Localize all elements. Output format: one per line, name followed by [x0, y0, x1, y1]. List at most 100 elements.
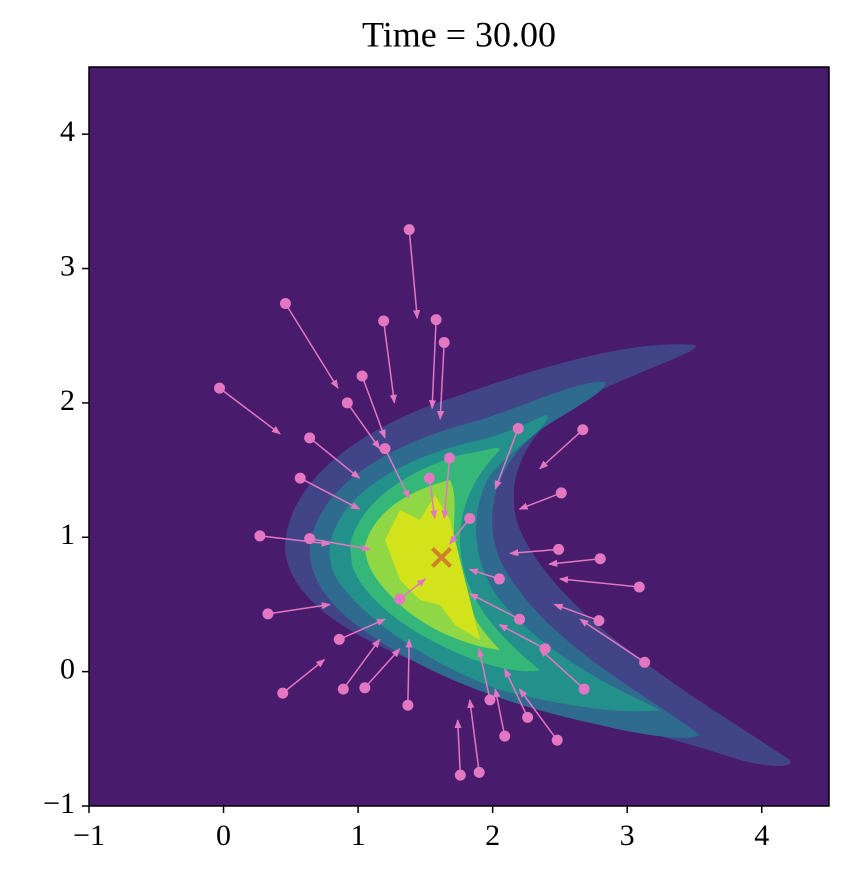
velocity-arrow — [428, 319, 437, 410]
particle — [262, 608, 274, 620]
particle — [593, 615, 605, 627]
velocity-arrow — [498, 623, 546, 650]
y-tick-label: 0 — [60, 653, 75, 686]
particle — [493, 573, 505, 585]
velocity-arrow — [309, 437, 361, 479]
contour — [385, 495, 480, 640]
axes-frame — [88, 66, 830, 807]
particle — [499, 730, 511, 742]
y-tick-label: 4 — [60, 115, 75, 148]
y-tick-label: 3 — [60, 249, 75, 282]
particle — [539, 643, 551, 655]
particle — [337, 683, 349, 695]
particle — [214, 382, 226, 394]
particle — [356, 370, 368, 382]
velocity-arrow — [504, 668, 529, 718]
velocity-arrow — [219, 387, 281, 435]
particle — [551, 734, 563, 746]
particle — [473, 766, 485, 778]
particle — [444, 452, 456, 464]
particle — [254, 530, 266, 542]
particle — [304, 432, 316, 444]
center-marker — [431, 547, 452, 568]
velocity-arrow — [284, 303, 339, 389]
velocity-arrow — [518, 492, 562, 510]
particle — [577, 424, 589, 436]
y-tick-label: −1 — [43, 787, 75, 820]
velocity-arrow — [364, 648, 401, 689]
velocity-arrow — [454, 719, 462, 776]
particle — [279, 297, 291, 309]
axes: −1 0 1 2 3 4 −1 0 1 2 3 4 — [43, 115, 769, 852]
particle — [333, 633, 345, 645]
velocity-arrow — [267, 602, 331, 615]
velocity-arrow — [408, 229, 421, 320]
velocity-arrow — [441, 457, 451, 520]
x-tick-label: 1 — [351, 819, 366, 852]
particle — [403, 224, 415, 236]
particle — [464, 512, 476, 524]
particle — [341, 397, 353, 409]
x-tick-label: 3 — [620, 819, 635, 852]
particle — [454, 769, 466, 781]
particle — [294, 472, 306, 484]
particle — [639, 656, 651, 668]
particle — [379, 443, 391, 455]
particle — [633, 581, 645, 593]
velocity-arrow — [559, 576, 640, 588]
x-tick-label: 4 — [754, 819, 769, 852]
particle — [484, 694, 496, 706]
y-tick-label: 1 — [60, 518, 75, 551]
chart-title: Time = 30.00 — [362, 14, 556, 54]
velocity-arrow — [509, 548, 559, 557]
particle — [553, 543, 565, 555]
velocity-arrow — [518, 688, 558, 741]
particle — [514, 613, 526, 625]
particle — [394, 593, 406, 605]
particle — [359, 682, 371, 694]
velocity-arrow — [553, 603, 600, 622]
particle — [402, 699, 414, 711]
center-cross — [431, 547, 452, 568]
particle — [578, 683, 590, 695]
velocity-arrow — [436, 342, 445, 420]
velocity-arrow — [428, 478, 438, 520]
velocity-arrow — [579, 618, 646, 663]
velocity-arrow — [299, 477, 361, 510]
velocity-arrow — [405, 638, 413, 706]
velocity-arrow — [259, 535, 331, 547]
velocity-arrow — [493, 688, 506, 737]
particles — [214, 224, 651, 781]
velocity-arrow — [467, 698, 480, 773]
velocity-arrow — [346, 402, 381, 450]
particle — [438, 336, 450, 348]
particle — [423, 472, 435, 484]
velocity-arrow — [468, 593, 520, 620]
velocity-arrow — [477, 647, 491, 701]
particle — [594, 553, 606, 565]
density-field — [89, 67, 829, 806]
particle — [277, 687, 289, 699]
particle — [378, 315, 390, 327]
particle — [555, 487, 567, 499]
x-tick-label: 2 — [485, 819, 500, 852]
velocity-arrow — [282, 658, 326, 694]
velocity-arrow — [309, 537, 372, 552]
velocity-arrow — [539, 429, 584, 470]
particle — [304, 533, 316, 545]
particle — [522, 711, 534, 723]
particle — [512, 422, 524, 434]
velocity-arrow — [548, 558, 601, 567]
particle — [430, 314, 442, 326]
x-tick-label: 0 — [216, 819, 231, 852]
velocity-arrow — [494, 428, 519, 490]
y-tick-label: 2 — [60, 384, 75, 417]
velocity-arrow — [539, 648, 585, 690]
velocity-arrow — [338, 618, 386, 641]
velocity-arrow — [342, 638, 381, 690]
velocity-arrow — [382, 320, 397, 404]
x-tick-label: −1 — [73, 819, 105, 852]
velocity-arrow — [384, 448, 410, 500]
velocity-arrow — [361, 375, 386, 439]
